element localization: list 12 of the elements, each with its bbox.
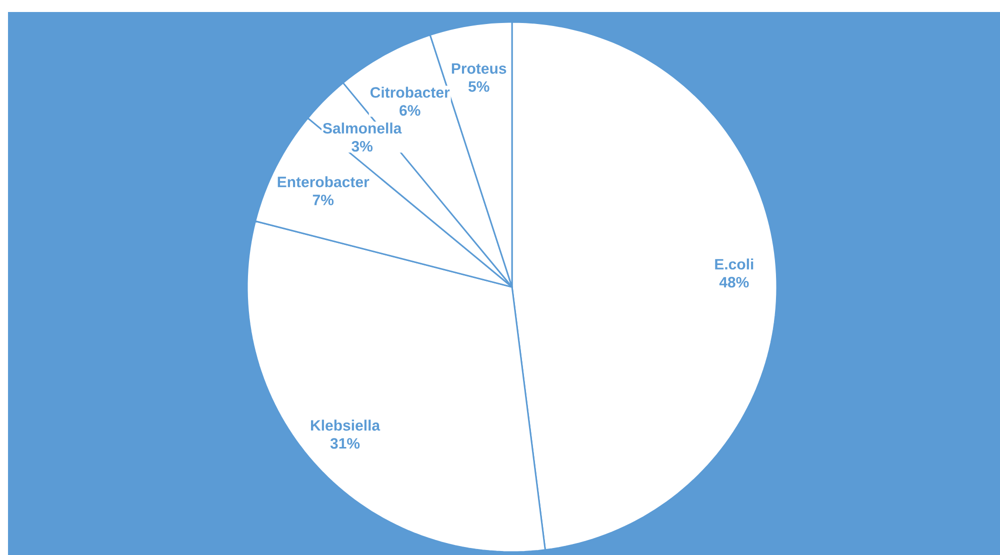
data-label: 5% bbox=[468, 81, 490, 92]
data-label: 7% bbox=[312, 194, 334, 206]
slice-label: E.coli bbox=[715, 258, 754, 270]
data-label: 31% bbox=[330, 438, 360, 449]
slice-label: Citrobacter bbox=[370, 86, 450, 98]
slice-label: Salmonella bbox=[322, 122, 402, 134]
data-label: 3% bbox=[352, 140, 373, 152]
slice-label: Enterobacter bbox=[278, 176, 370, 188]
slice-label: Klebsiella bbox=[311, 420, 380, 431]
data-label: 48% bbox=[719, 276, 749, 288]
data-label: 6% bbox=[400, 105, 420, 116]
slice-label: Proteus bbox=[452, 63, 506, 74]
